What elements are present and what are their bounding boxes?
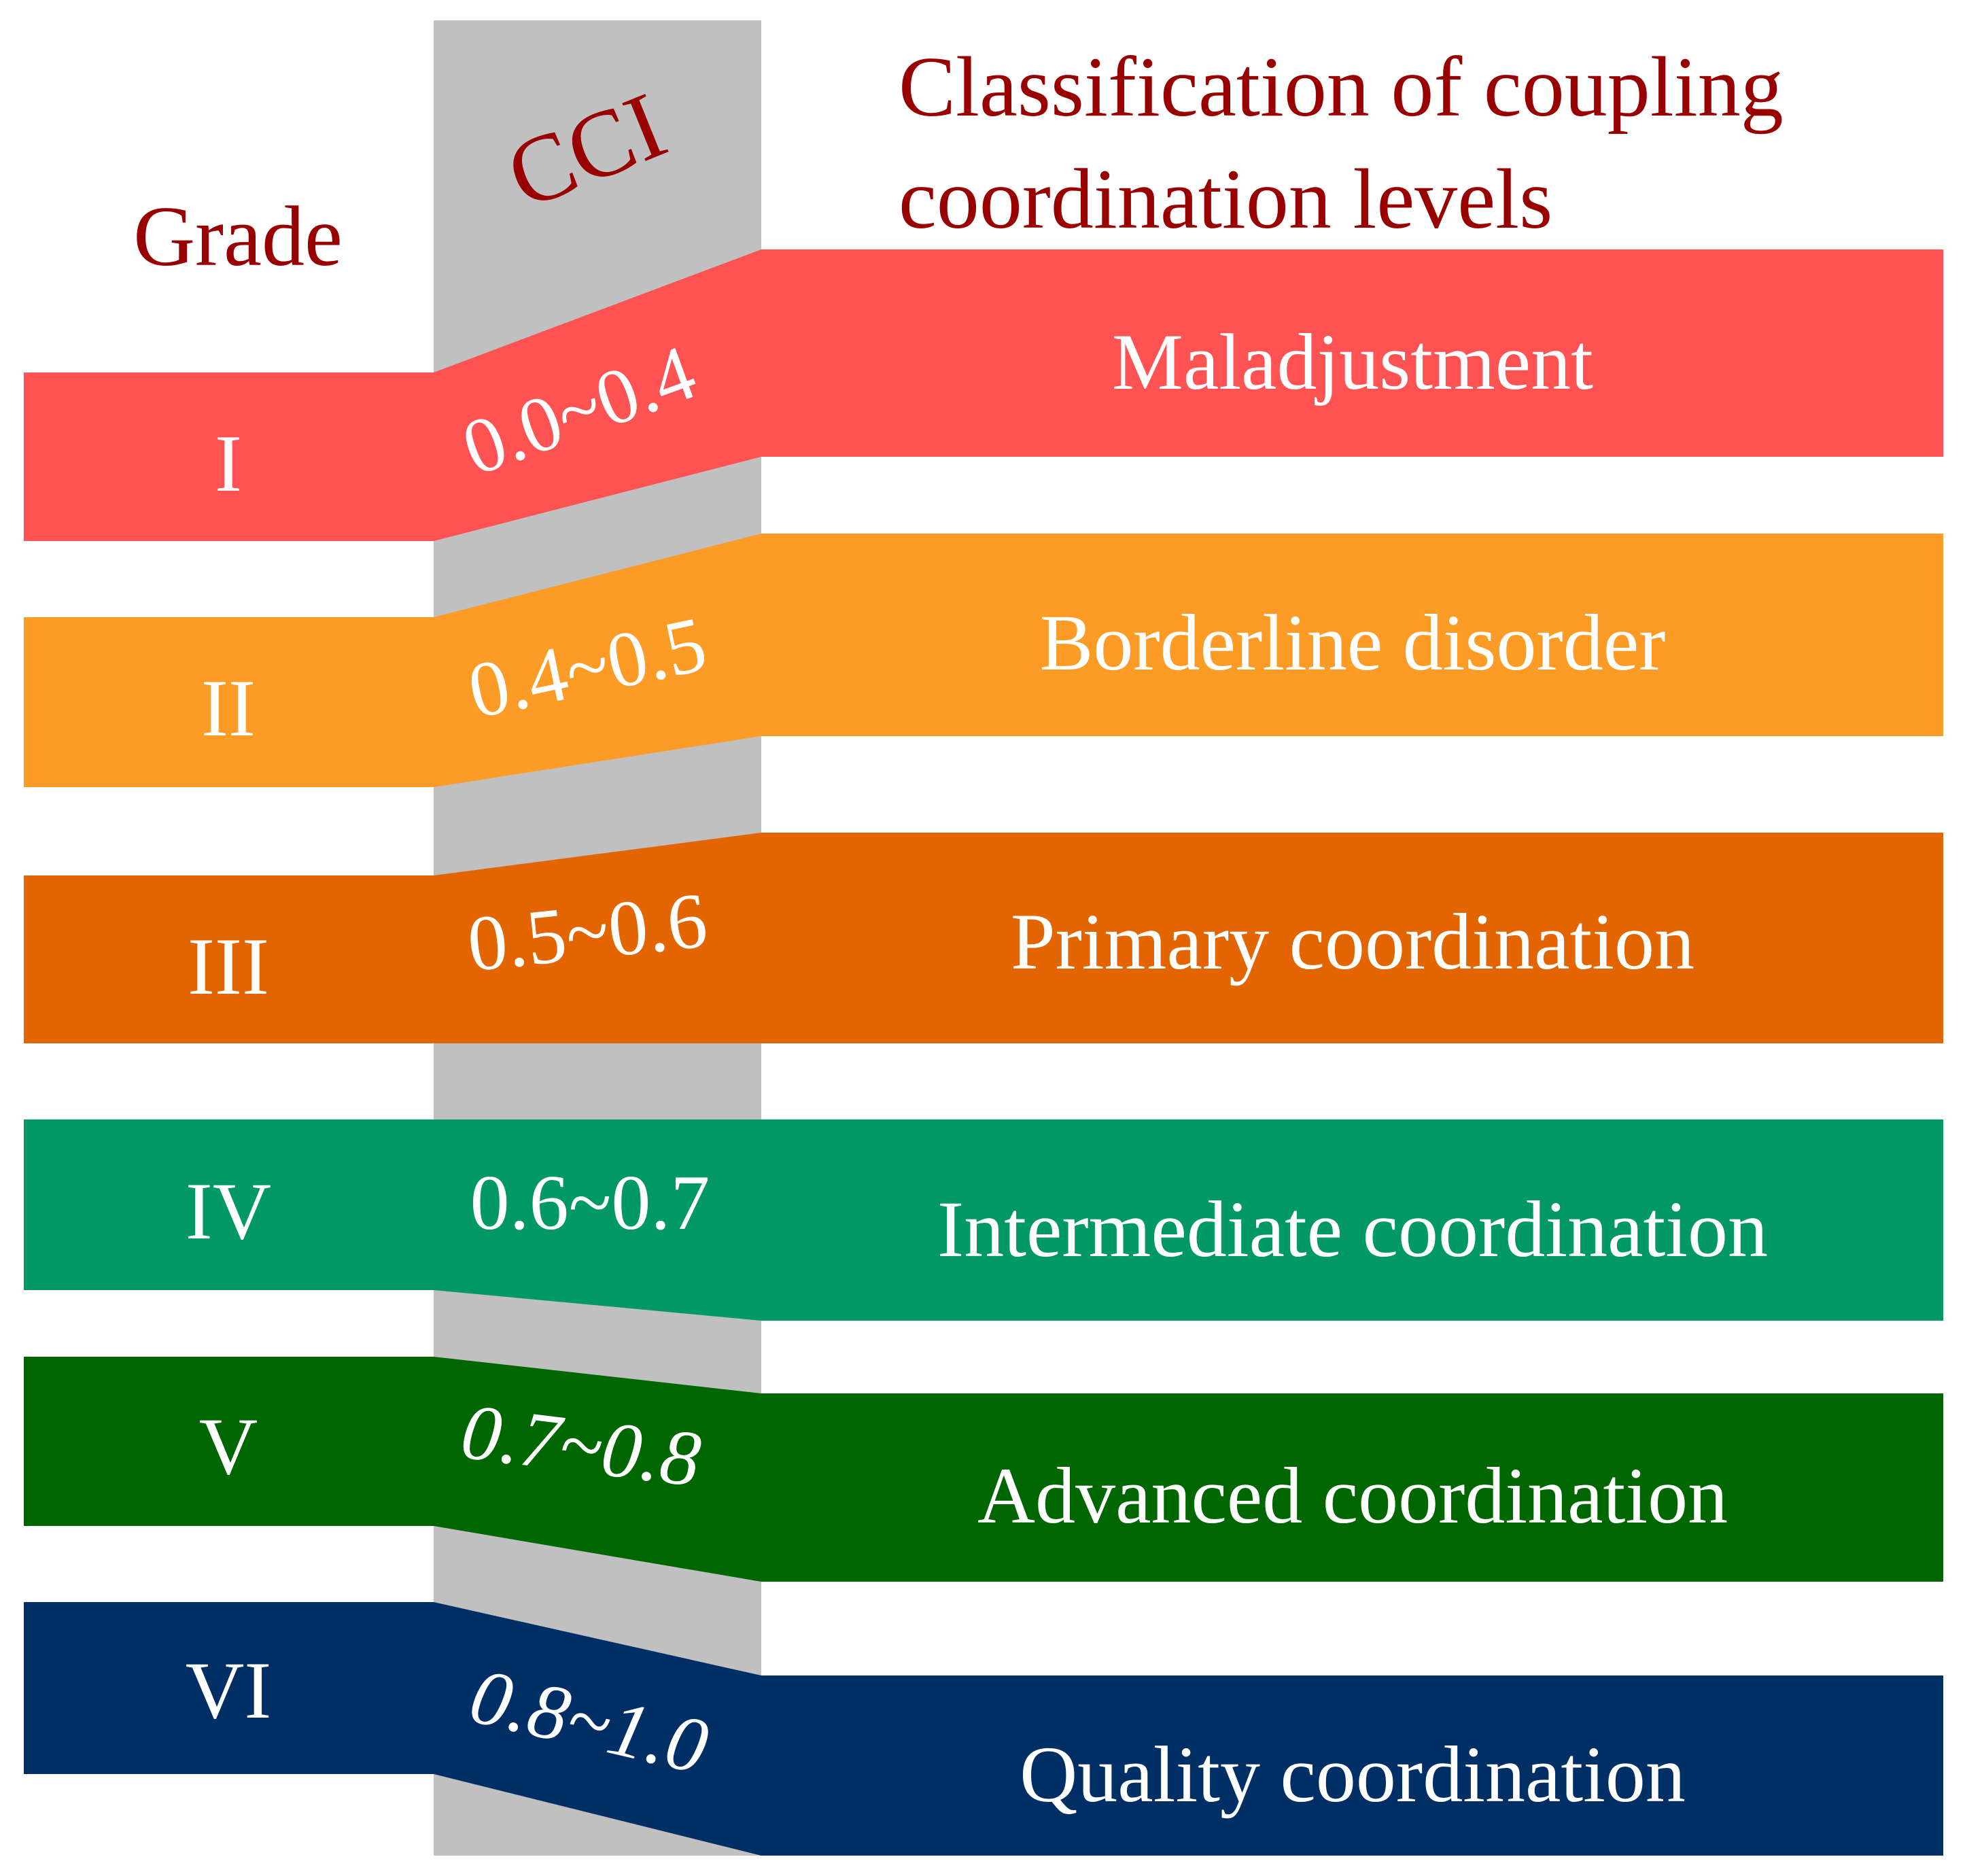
grade-label: IV bbox=[186, 1166, 272, 1256]
band-grade-3 bbox=[24, 833, 1943, 1043]
classification-labels: Maladjustment Borderline disorder Primar… bbox=[937, 317, 1768, 1819]
grade-label: V bbox=[199, 1401, 258, 1491]
band-grade-2 bbox=[24, 534, 1943, 787]
cci-range-label: 0.6~0.7 bbox=[470, 1160, 710, 1247]
classification-label: Intermediate coordination bbox=[937, 1185, 1768, 1274]
classification-header-line1: Classification of coupling bbox=[899, 40, 1784, 135]
classification-label: Quality coordination bbox=[1020, 1730, 1686, 1819]
grade-label: III bbox=[188, 921, 269, 1011]
classification-label: Maladjustment bbox=[1112, 317, 1593, 406]
column-headers: Grade CCI Classification of coupling coo… bbox=[133, 40, 1784, 284]
level-bands bbox=[24, 249, 1943, 1856]
grade-label: II bbox=[201, 663, 256, 753]
grade-label: I bbox=[215, 418, 242, 508]
band-grade-4 bbox=[24, 1119, 1943, 1321]
classification-label: Advanced coordination bbox=[977, 1451, 1728, 1540]
grade-label: VI bbox=[186, 1645, 272, 1735]
classification-header-line2: coordination levels bbox=[899, 152, 1552, 247]
grade-header: Grade bbox=[133, 190, 343, 284]
classification-label: Primary coordination bbox=[1011, 897, 1694, 986]
band-grade-5 bbox=[24, 1357, 1943, 1582]
classification-label: Borderline disorder bbox=[1040, 598, 1666, 687]
band-grade-1 bbox=[24, 249, 1943, 541]
band-grade-6 bbox=[24, 1602, 1943, 1856]
grade-labels: I II III IV V VI bbox=[186, 418, 272, 1735]
